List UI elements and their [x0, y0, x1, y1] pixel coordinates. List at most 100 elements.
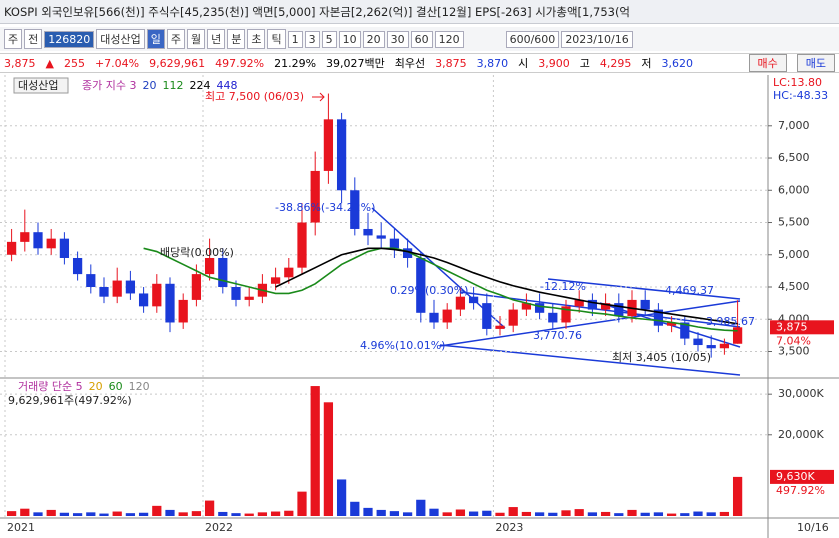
- legend-entry: 종가 지수 3: [82, 79, 136, 92]
- volume-bar: [323, 402, 334, 516]
- toolbar-item[interactable]: 초: [247, 29, 266, 49]
- toolbar-item[interactable]: 월: [186, 29, 206, 49]
- candle-body: [468, 296, 479, 304]
- quote-item: 497.92%: [215, 56, 265, 70]
- quote-item: 3,620: [661, 56, 694, 70]
- x-tick-label: 10/16: [797, 521, 829, 534]
- candle-body: [125, 280, 136, 294]
- volume-bar: [138, 512, 149, 516]
- volume-bar: [86, 512, 96, 516]
- volume-bar: [468, 511, 479, 516]
- header-title: KOSPI 외국인보유[566(천)] 주식수[45,235(천)] 액면[5,…: [4, 4, 631, 19]
- volume-bar: [270, 511, 281, 516]
- annotation: 3,770.76: [533, 329, 582, 342]
- candle-body: [310, 170, 320, 223]
- candle-body: [244, 296, 254, 300]
- volume-bar: [521, 511, 532, 516]
- candle-body: [495, 325, 505, 329]
- volume-bar: [350, 501, 360, 516]
- sell-button[interactable]: 매도: [796, 54, 835, 72]
- candle-body: [270, 277, 281, 284]
- candle-body: [455, 296, 466, 310]
- toolbar-item[interactable]: 대성산업: [96, 29, 145, 49]
- volume-bar: [653, 512, 664, 516]
- quote-item: 255: [63, 56, 85, 70]
- candle-body: [152, 283, 162, 307]
- lc-label: LC:13.80: [773, 76, 822, 89]
- toolbar-item[interactable]: 5: [321, 30, 337, 48]
- toolbar-item[interactable]: 주: [166, 29, 185, 49]
- candle-body: [402, 248, 413, 258]
- legend-entry: 112: [162, 79, 183, 92]
- volume-bar: [680, 513, 690, 516]
- volume-bar: [561, 510, 571, 516]
- ma-line: [275, 247, 738, 325]
- volume-bar: [706, 512, 716, 516]
- y-tick-label: 30,000K: [778, 387, 824, 400]
- buy-button[interactable]: 매수: [748, 54, 787, 72]
- candle-body: [534, 303, 545, 313]
- legend-entry: 224: [189, 79, 210, 92]
- toolbar-item[interactable]: 600/600: [505, 30, 560, 48]
- quote-item: 4,295: [599, 56, 632, 70]
- volume-bar: [72, 513, 83, 516]
- quote-item: 9,629,961: [149, 56, 206, 70]
- quote-item: +7.04%: [94, 56, 140, 70]
- y-tick-label: 5,000: [778, 248, 810, 261]
- candle-body: [706, 345, 716, 349]
- volume-bar: [416, 499, 426, 516]
- candle-body: [653, 309, 664, 326]
- toolbar-item[interactable]: 년: [207, 29, 226, 49]
- toolbar-item[interactable]: 30: [386, 30, 409, 48]
- toolbar-item[interactable]: 2023/10/16: [561, 30, 633, 48]
- candle-body: [416, 257, 426, 313]
- volume-bar: [257, 512, 268, 516]
- volume-info: 9,629,961주(497.92%): [8, 394, 132, 407]
- volume-bar: [204, 500, 215, 516]
- toolbar-item[interactable]: 3: [304, 30, 320, 48]
- volume-bar: [719, 511, 730, 516]
- x-tick-label: 2023: [495, 521, 523, 534]
- candle-body: [640, 299, 650, 310]
- toolbar-item[interactable]: 60: [410, 30, 433, 48]
- annotation: 최고 7,500 (06/03): [205, 90, 304, 103]
- last-volume-label: 9,630K: [776, 470, 815, 483]
- volume-bar: [165, 509, 175, 516]
- volume-bar: [495, 512, 505, 516]
- quote-item: 21.29%: [274, 56, 317, 70]
- quote-item: ▲: [45, 56, 54, 70]
- candle-body: [59, 238, 70, 258]
- y-tick-label: 6,000: [778, 183, 810, 196]
- y-tick-label: 20,000K: [778, 428, 824, 441]
- volume-bar: [600, 511, 611, 516]
- candle-body: [231, 287, 241, 300]
- toolbar-item[interactable]: 분: [227, 29, 246, 49]
- toolbar-item[interactable]: 1: [287, 30, 303, 48]
- toolbar-item[interactable]: 전: [24, 29, 43, 49]
- y-tick-label: 6,500: [778, 151, 810, 164]
- toolbar-item[interactable]: 주: [4, 29, 23, 49]
- candle-body: [666, 322, 677, 326]
- toolbar-item[interactable]: 120: [434, 30, 464, 48]
- candle-body: [561, 306, 571, 323]
- legend-entry: 448: [216, 79, 237, 92]
- ma-line: [143, 247, 738, 332]
- volume-bar: [59, 512, 70, 516]
- volume-bar: [402, 512, 413, 516]
- candle-body: [693, 338, 703, 346]
- toolbar-item[interactable]: 10: [338, 30, 361, 48]
- volume-bar: [587, 512, 598, 516]
- volume-bar: [627, 509, 637, 516]
- candle-body: [521, 303, 532, 310]
- annotation-arrow: [312, 92, 325, 102]
- toolbar-item[interactable]: 126820: [44, 30, 95, 48]
- toolbar-item[interactable]: 틱: [267, 29, 286, 49]
- hc-label: HC:-48.33: [773, 89, 828, 102]
- toolbar-item[interactable]: 일: [146, 29, 165, 49]
- volume-bar: [125, 513, 136, 516]
- volume-bar: [284, 510, 294, 516]
- candle-body: [614, 303, 624, 317]
- trend-line: [547, 278, 741, 300]
- toolbar-item[interactable]: 20: [362, 30, 385, 48]
